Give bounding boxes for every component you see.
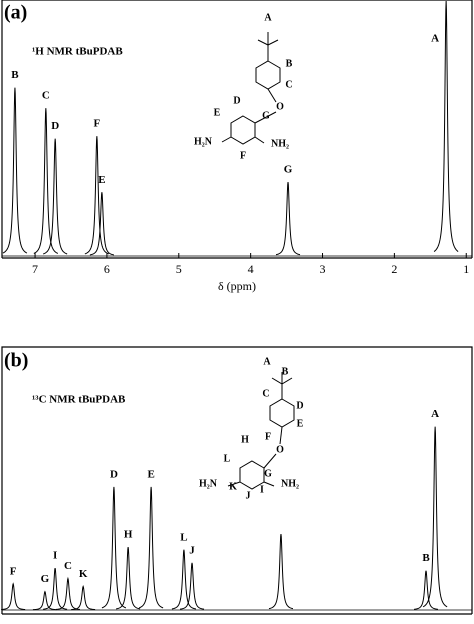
x-tick-label: 7 — [32, 262, 38, 276]
peak — [413, 570, 439, 610]
structure-label: I — [260, 484, 264, 495]
peak-label: C — [42, 90, 50, 102]
structure-label: H — [241, 434, 249, 445]
x-tick-label: 3 — [320, 262, 326, 276]
structure-label: D — [296, 400, 303, 411]
peak-label: G — [41, 573, 50, 585]
chart-title: ¹³C NMR tBuPDAB — [32, 394, 126, 406]
structure-label: NH₂ — [271, 138, 289, 149]
peak-label: A — [431, 33, 439, 45]
frame — [1, 0, 473, 258]
panel-label: (a) — [4, 2, 27, 24]
x-tick-label: 1 — [463, 262, 469, 276]
structure-label: C — [285, 79, 292, 90]
structure-label: J — [246, 490, 251, 501]
peak-label: B — [422, 552, 430, 564]
structure-b — [227, 372, 295, 490]
chart-title: ¹H NMR tBuPDAB — [32, 46, 123, 58]
peak — [422, 426, 448, 608]
structure-label: D — [233, 95, 240, 106]
peak-label: H — [124, 529, 133, 541]
peak — [275, 181, 301, 256]
structure-label: H₂N — [194, 136, 213, 147]
structure-label: C — [262, 388, 269, 399]
structure-label: E — [214, 107, 221, 118]
structure-label: B — [282, 366, 289, 377]
peak — [43, 138, 68, 255]
peak — [171, 549, 197, 610]
structure-label: B — [286, 58, 293, 69]
peak — [2, 87, 28, 254]
structure-label: O — [276, 444, 284, 455]
peak-label: A — [431, 408, 439, 420]
peak-label: G — [284, 164, 293, 176]
peak-label: E — [147, 468, 154, 480]
peak-label: D — [110, 468, 118, 480]
peak — [116, 547, 141, 610]
structure-label: E — [297, 418, 304, 429]
peak — [101, 486, 127, 609]
peak — [179, 562, 205, 610]
x-tick-label: 4 — [248, 262, 254, 276]
structure-label: A — [264, 12, 272, 23]
peak-label: F — [10, 565, 17, 577]
peak-label: B — [11, 69, 19, 81]
peak — [33, 108, 59, 254]
structure-label: G — [264, 468, 272, 479]
peak — [433, 0, 459, 252]
peak-label: K — [79, 568, 88, 580]
peak-label: F — [93, 118, 100, 130]
panel-label: (b) — [4, 350, 28, 372]
peak — [32, 590, 57, 611]
peak-label: L — [180, 531, 187, 543]
structure-label: NH₂ — [281, 478, 299, 489]
structure-label: F — [265, 431, 271, 442]
structure-label: H₂N — [199, 478, 218, 489]
structure-label: A — [263, 356, 271, 367]
peak-label: C — [64, 560, 72, 572]
x-axis-label: δ (ppm) — [218, 279, 256, 293]
structure-label: O — [276, 101, 284, 112]
x-tick-label: 2 — [391, 262, 397, 276]
structure-label: K — [229, 481, 237, 492]
peak-label: J — [189, 544, 195, 556]
peak-label: I — [53, 550, 57, 562]
structure-label: G — [262, 110, 270, 121]
peak — [138, 486, 164, 609]
peak — [1, 582, 26, 611]
peak-label: E — [98, 174, 105, 186]
peak — [268, 533, 294, 610]
x-tick-label: 6 — [104, 262, 110, 276]
peak — [84, 136, 110, 255]
peak — [71, 584, 96, 611]
frame — [1, 346, 473, 614]
peak — [89, 192, 114, 256]
structure-label: L — [224, 453, 231, 464]
peak — [43, 567, 68, 610]
x-tick-label: 5 — [176, 262, 182, 276]
structure-label: F — [240, 150, 246, 161]
structure-a — [221, 32, 281, 145]
peak-label: D — [51, 120, 59, 132]
